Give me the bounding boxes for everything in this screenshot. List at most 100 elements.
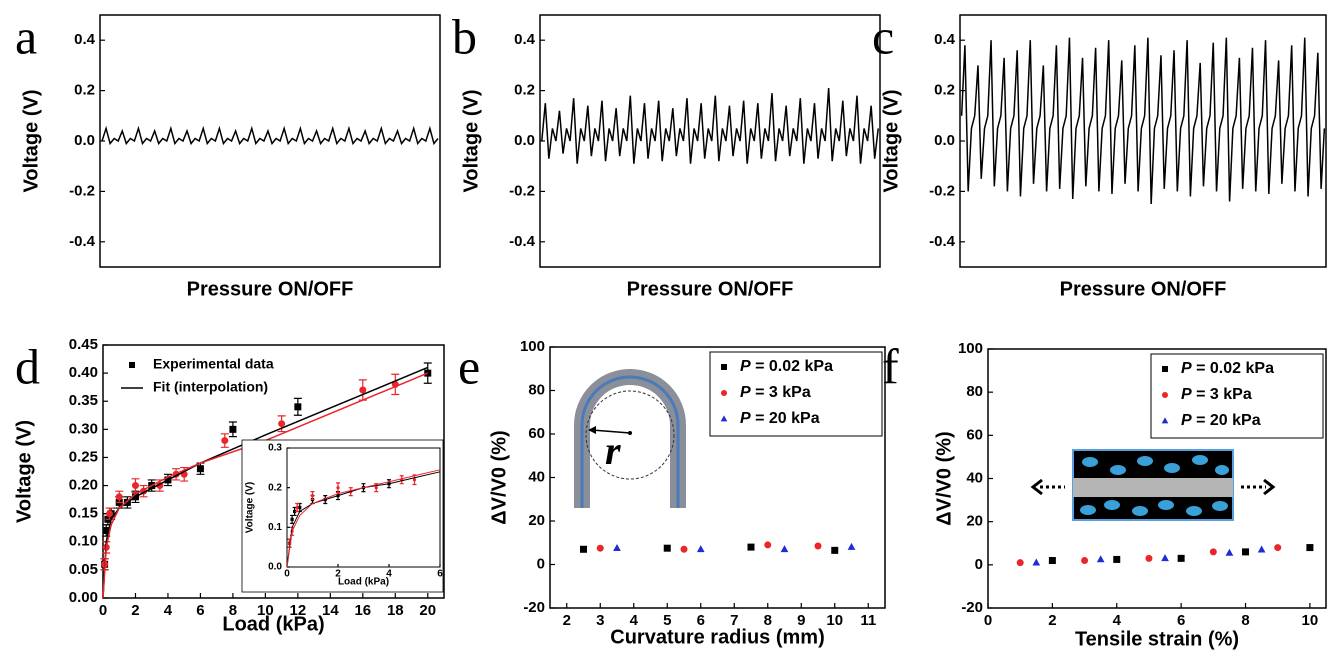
marker (290, 517, 294, 521)
marker (1257, 545, 1266, 553)
legend-label: P = 0.02 kPa (740, 358, 833, 375)
x-axis-label: Pressure ON/OFF (627, 278, 794, 300)
signal-line (101, 125, 439, 146)
marker (1081, 557, 1089, 565)
bending-illustration (574, 369, 686, 508)
marker (293, 509, 297, 514)
x-tick-label: 20 (419, 602, 436, 619)
marker (1209, 548, 1217, 556)
marker (102, 527, 110, 535)
x-tick-label: 0 (284, 569, 290, 580)
y-tick-label: 0.2 (934, 82, 955, 99)
y-tick-label: -20 (961, 599, 983, 616)
y-tick-label: 0.05 (69, 561, 98, 578)
y-axis-label: Voltage (V) (20, 90, 42, 193)
x-tick-label: 5 (663, 612, 671, 629)
y-tick-label: -0.2 (509, 182, 535, 199)
y-tick-label: -0.2 (69, 182, 95, 199)
marker (221, 437, 229, 445)
x-axis-label: Pressure ON/OFF (1060, 278, 1227, 300)
y-axis-label: Voltage (V) (13, 420, 35, 523)
marker (229, 425, 237, 433)
y-tick-label: 80 (528, 381, 545, 398)
x-axis-label: Tensile strain (%) (1075, 628, 1239, 650)
marker (1225, 548, 1234, 556)
y-tick-label: 100 (520, 338, 545, 355)
y-tick-label: 40 (966, 469, 983, 486)
x-tick-label: 4 (1113, 612, 1122, 629)
marker (196, 465, 204, 473)
marker (1145, 554, 1153, 562)
x-axis-label: Pressure ON/OFF (187, 278, 354, 300)
x-tick-label: 8 (1241, 612, 1249, 629)
y-tick-label: 0.0 (934, 132, 955, 149)
marker (680, 545, 688, 553)
x-tick-label: 10 (826, 612, 843, 629)
marker (1306, 544, 1314, 552)
x-tick-label: 2 (131, 602, 139, 619)
x-tick-label: 4 (164, 602, 173, 619)
y-tick-label: 0.4 (74, 31, 96, 48)
x-tick-label: 7 (730, 612, 738, 629)
y-tick-label: 0.30 (69, 420, 98, 437)
fit-line (102, 372, 429, 599)
y-tick-label: 40 (528, 468, 545, 485)
y-tick-label: 0.0 (268, 562, 282, 573)
marker (310, 494, 315, 498)
y-tick-label: 0.40 (69, 364, 98, 381)
x-tick-label: 8 (229, 602, 237, 619)
x-tick-label: 9 (797, 612, 805, 629)
y-tick-label: -0.4 (69, 233, 96, 250)
panel-letter: f (882, 338, 899, 394)
y-tick-label: 0.20 (69, 477, 98, 494)
y-tick-label: -0.4 (929, 233, 956, 250)
marker (720, 415, 728, 422)
x-tick-label: 14 (322, 602, 339, 619)
x-axis-label: Curvature radius (mm) (610, 626, 825, 648)
y-axis-label: Voltage (V) (460, 90, 482, 193)
y-tick-label: 0.0 (74, 132, 95, 149)
marker (1161, 554, 1169, 562)
y-tick-label: 80 (966, 383, 983, 400)
marker (412, 478, 417, 482)
fit-line (286, 469, 441, 568)
marker (814, 542, 822, 550)
y-tick-label: 0 (537, 555, 545, 572)
y-tick-label: 20 (528, 512, 545, 529)
x-tick-label: 12 (290, 602, 307, 619)
y-axis-label: Voltage (V) (245, 482, 256, 533)
y-tick-label: 20 (966, 513, 983, 530)
marker (1242, 548, 1250, 556)
plot-frame (102, 344, 445, 599)
y-tick-label: 0.2 (74, 82, 95, 99)
marker (374, 486, 378, 490)
marker (1177, 554, 1185, 562)
x-tick-label: 6 (697, 612, 705, 629)
y-tick-label: 0.1 (268, 522, 282, 533)
legend-label: Experimental data (153, 356, 274, 372)
marker (115, 493, 123, 501)
panel-letter: c (872, 8, 894, 64)
fit-line (102, 366, 429, 599)
marker (831, 546, 839, 554)
y-tick-label: 0.15 (69, 505, 98, 522)
x-tick-label: 0 (99, 602, 107, 619)
y-tick-label: 0.10 (69, 533, 98, 550)
marker (780, 545, 789, 553)
y-tick-label: -0.2 (929, 182, 955, 199)
marker (1113, 555, 1121, 563)
legend-label: P = 0.02 kPa (1181, 360, 1274, 377)
marker (105, 510, 113, 518)
x-tick-label: 2 (563, 612, 571, 629)
y-axis-label: ΔV/V0 (%) (488, 430, 510, 524)
y-tick-label: 100 (958, 340, 983, 357)
x-tick-label: 0 (984, 612, 992, 629)
marker (580, 545, 587, 553)
stretch-illustration (1030, 449, 1276, 521)
legend-box (709, 351, 883, 437)
y-tick-label: 0.2 (514, 82, 535, 99)
marker (747, 543, 755, 551)
x-tick-label: 6 (1177, 612, 1185, 629)
x-tick-label: 11 (860, 612, 876, 629)
